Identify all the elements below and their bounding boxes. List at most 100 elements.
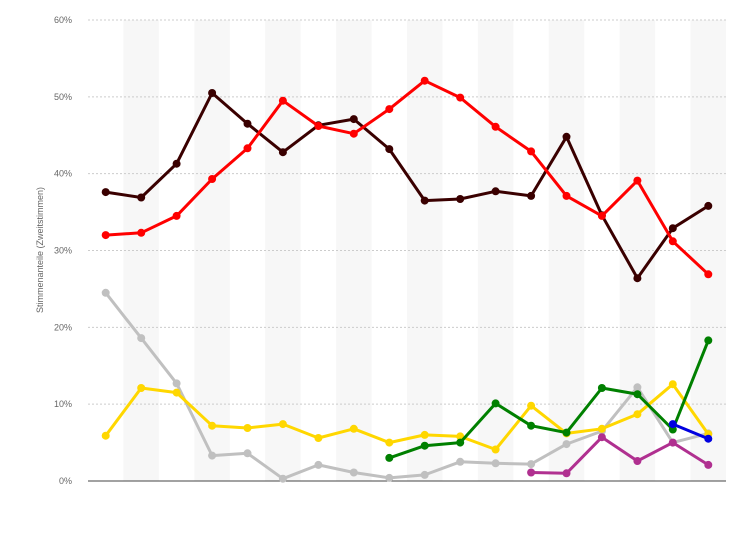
data-point bbox=[562, 132, 571, 141]
data-point bbox=[385, 438, 394, 447]
data-point bbox=[527, 147, 536, 156]
data-point bbox=[172, 159, 181, 168]
y-tick-label: 40% bbox=[54, 169, 72, 179]
data-point bbox=[208, 451, 217, 460]
data-point bbox=[101, 188, 110, 197]
series-line bbox=[529, 435, 710, 475]
data-point bbox=[101, 231, 110, 240]
data-point bbox=[562, 191, 571, 200]
series-2 bbox=[101, 76, 713, 279]
y-tick-label: 50% bbox=[54, 92, 72, 102]
data-point bbox=[349, 115, 358, 124]
data-point bbox=[314, 434, 323, 442]
data-point bbox=[633, 390, 642, 399]
data-point bbox=[456, 457, 465, 466]
data-point bbox=[172, 379, 181, 388]
data-point bbox=[349, 424, 358, 433]
data-point bbox=[278, 420, 287, 429]
data-point bbox=[278, 474, 287, 483]
data-point bbox=[101, 431, 110, 440]
y-tick-label: 60% bbox=[54, 15, 72, 25]
data-point bbox=[349, 129, 358, 138]
y-tick-label: 10% bbox=[54, 399, 72, 409]
data-point bbox=[172, 388, 181, 397]
data-point bbox=[420, 430, 429, 439]
series-line bbox=[104, 79, 710, 276]
data-point bbox=[137, 193, 146, 202]
data-point bbox=[597, 433, 606, 442]
data-point bbox=[172, 211, 181, 220]
data-point bbox=[668, 224, 677, 233]
data-point bbox=[704, 434, 713, 443]
data-point bbox=[137, 228, 146, 237]
data-point bbox=[704, 270, 713, 279]
data-point bbox=[562, 428, 571, 437]
data-point bbox=[491, 445, 500, 454]
data-point bbox=[668, 237, 677, 246]
data-point bbox=[527, 191, 536, 200]
data-point bbox=[243, 144, 252, 153]
data-point bbox=[633, 383, 642, 392]
data-point bbox=[278, 96, 287, 105]
data-point bbox=[385, 105, 394, 114]
data-point bbox=[420, 76, 429, 85]
data-point bbox=[137, 384, 146, 392]
column-band bbox=[548, 20, 585, 481]
data-point bbox=[633, 410, 642, 419]
data-point bbox=[491, 122, 500, 131]
data-point bbox=[208, 421, 217, 430]
data-point bbox=[597, 424, 606, 433]
data-point bbox=[385, 453, 394, 462]
data-point bbox=[456, 195, 465, 203]
series-group bbox=[101, 76, 713, 483]
data-point bbox=[420, 470, 429, 479]
data-point bbox=[243, 449, 252, 458]
y-tick-label: 20% bbox=[54, 322, 72, 332]
data-point bbox=[243, 424, 252, 432]
data-point bbox=[704, 201, 713, 210]
series-line bbox=[104, 382, 710, 451]
data-point bbox=[420, 441, 429, 450]
data-point bbox=[208, 175, 217, 183]
series-4 bbox=[101, 380, 713, 454]
data-point bbox=[562, 440, 571, 449]
data-point bbox=[597, 211, 606, 220]
data-point bbox=[633, 176, 642, 185]
data-point bbox=[704, 460, 713, 469]
data-point bbox=[527, 401, 536, 410]
data-point bbox=[349, 468, 358, 477]
data-point bbox=[491, 459, 500, 468]
column-band bbox=[265, 20, 301, 481]
data-point bbox=[633, 274, 642, 283]
data-point bbox=[562, 469, 571, 478]
series-line bbox=[387, 338, 710, 460]
series-1 bbox=[101, 89, 713, 283]
data-point bbox=[491, 399, 500, 408]
data-point bbox=[597, 384, 606, 392]
data-point bbox=[527, 460, 536, 469]
series-line bbox=[104, 91, 710, 280]
series-6 bbox=[527, 433, 713, 478]
data-point bbox=[420, 196, 429, 205]
data-point bbox=[385, 473, 394, 482]
series-line bbox=[104, 291, 710, 481]
data-point bbox=[668, 438, 677, 447]
series-5 bbox=[385, 336, 713, 462]
data-point bbox=[456, 438, 465, 447]
y-tick-label: 30% bbox=[54, 246, 72, 256]
data-point bbox=[385, 145, 394, 154]
data-point bbox=[456, 93, 465, 102]
data-point bbox=[704, 336, 713, 345]
data-point bbox=[208, 89, 217, 97]
data-point bbox=[314, 460, 323, 469]
data-point bbox=[243, 119, 252, 128]
data-point bbox=[101, 288, 110, 297]
series-line bbox=[671, 422, 710, 441]
y-tick-label: 0% bbox=[59, 476, 72, 486]
y-axis-ticks: 0% 10% 20% 30% 40% 50% 60% bbox=[54, 15, 72, 486]
data-point bbox=[278, 148, 287, 157]
data-point bbox=[137, 334, 146, 343]
y-axis-title: Stimmenanteile (Zweitstimmen) bbox=[35, 187, 45, 313]
series-7 bbox=[668, 420, 713, 443]
